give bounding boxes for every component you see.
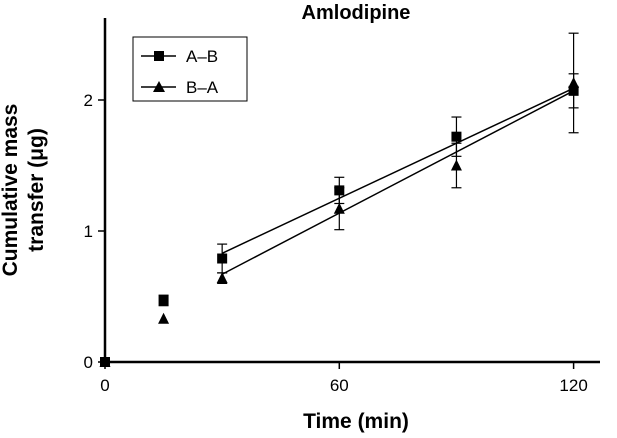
y-axis-label-line-1: Cumulative mass [0, 104, 22, 277]
legend-label-b-a: B–A [186, 78, 219, 97]
chart-title: Amlodipine [302, 2, 411, 24]
data-markers [99, 76, 580, 367]
data-point-b-a [568, 76, 580, 88]
x-tick-label: 60 [330, 376, 349, 395]
legend-item-a-b: A–B [141, 47, 218, 66]
ticks: 0 60 120 0 1 2 [84, 91, 588, 395]
data-point-a-b [568, 85, 579, 96]
y-tick-label: 1 [84, 222, 93, 241]
data-point-a-b [334, 185, 345, 196]
y-axis-label-line-2: transfer (μg) [25, 128, 48, 252]
y-tick-label: 0 [84, 353, 93, 372]
fit-line-a-b [221, 87, 574, 254]
data-point-b-a [216, 272, 228, 284]
data-point-b-a [450, 159, 462, 171]
legend-marker-b-a [153, 81, 165, 92]
y-tick-label: 2 [84, 91, 93, 110]
data-point-a-b [451, 131, 462, 142]
data-point-b-a [158, 312, 170, 324]
data-point-a-b [217, 253, 228, 264]
x-tick-label: 120 [559, 376, 587, 395]
data-point-b-a [99, 356, 111, 367]
x-tick-label: 0 [100, 376, 109, 395]
data-point-b-a [333, 202, 345, 214]
fit-line-b-a [221, 90, 574, 275]
legend-marker-a-b [154, 51, 164, 61]
fit-lines [221, 87, 574, 275]
data-point-a-b [158, 295, 169, 306]
legend-box [132, 36, 248, 102]
legend: A–B B–A [132, 36, 248, 102]
axes [103, 18, 600, 364]
legend-item-b-a: B–A [141, 78, 219, 97]
legend-label-a-b: A–B [186, 47, 218, 66]
x-axis-label: Time (min) [303, 410, 409, 433]
